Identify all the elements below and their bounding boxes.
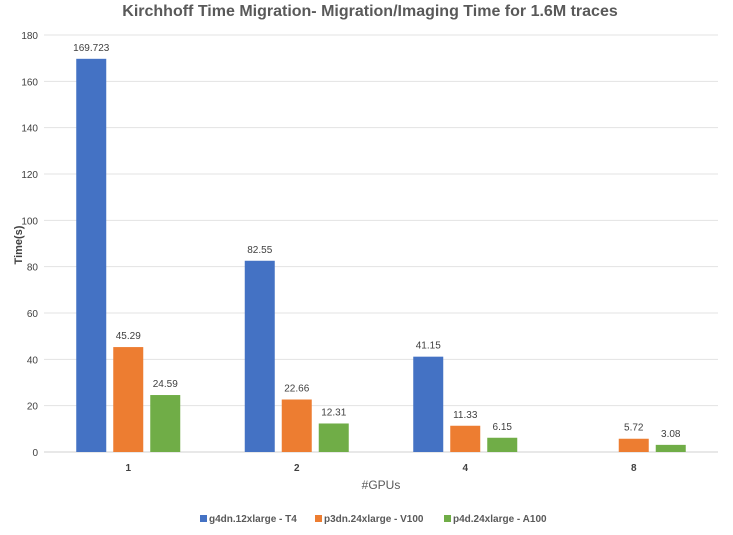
y-tick-label: 160 xyxy=(21,77,38,88)
data-label: 24.59 xyxy=(153,379,178,390)
data-label: 3.08 xyxy=(661,429,681,440)
legend-label: p4d.24xlarge - A100 xyxy=(453,514,547,525)
bar xyxy=(618,438,649,452)
bar xyxy=(655,444,686,452)
data-label: 169.723 xyxy=(73,43,110,54)
x-tick-label: 1 xyxy=(125,463,131,474)
data-label: 6.15 xyxy=(493,422,513,433)
data-label: 11.33 xyxy=(453,410,478,421)
y-tick-label: 80 xyxy=(27,263,39,274)
x-tick-label: 4 xyxy=(462,463,468,474)
x-axis-label: #GPUs xyxy=(362,478,401,492)
y-tick-label: 180 xyxy=(21,31,38,42)
bar xyxy=(76,58,107,453)
chart-title: Kirchhoff Time Migration- Migration/Imag… xyxy=(122,3,618,20)
data-label: 41.15 xyxy=(416,341,441,352)
y-tick-label: 140 xyxy=(21,124,38,135)
y-tick-label: 40 xyxy=(27,355,39,366)
y-tick-label: 60 xyxy=(27,309,39,320)
data-label: 5.72 xyxy=(624,423,644,434)
x-tick-label: 8 xyxy=(631,463,637,474)
y-tick-label: 0 xyxy=(32,448,38,459)
data-label: 45.29 xyxy=(116,331,141,342)
y-tick-label: 100 xyxy=(21,216,38,227)
bar xyxy=(413,356,444,452)
legend-swatch xyxy=(444,515,451,522)
bar xyxy=(318,423,349,452)
data-label: 12.31 xyxy=(321,407,346,418)
y-axis-label: Time(s) xyxy=(13,225,25,264)
legend-swatch xyxy=(200,515,207,522)
bar xyxy=(281,399,312,452)
y-tick-label: 20 xyxy=(27,402,39,413)
bar xyxy=(450,425,481,452)
bar xyxy=(487,437,518,452)
legend-swatch xyxy=(315,515,322,522)
bar xyxy=(113,347,144,452)
bar xyxy=(244,260,275,452)
legend-label: p3dn.24xlarge - V100 xyxy=(324,514,424,525)
data-label: 22.66 xyxy=(284,384,309,395)
x-tick-label: 2 xyxy=(294,463,300,474)
y-tick-label: 120 xyxy=(21,170,38,181)
legend-label: g4dn.12xlarge - T4 xyxy=(209,514,297,525)
data-label: 82.55 xyxy=(247,245,272,256)
bar xyxy=(150,395,181,452)
